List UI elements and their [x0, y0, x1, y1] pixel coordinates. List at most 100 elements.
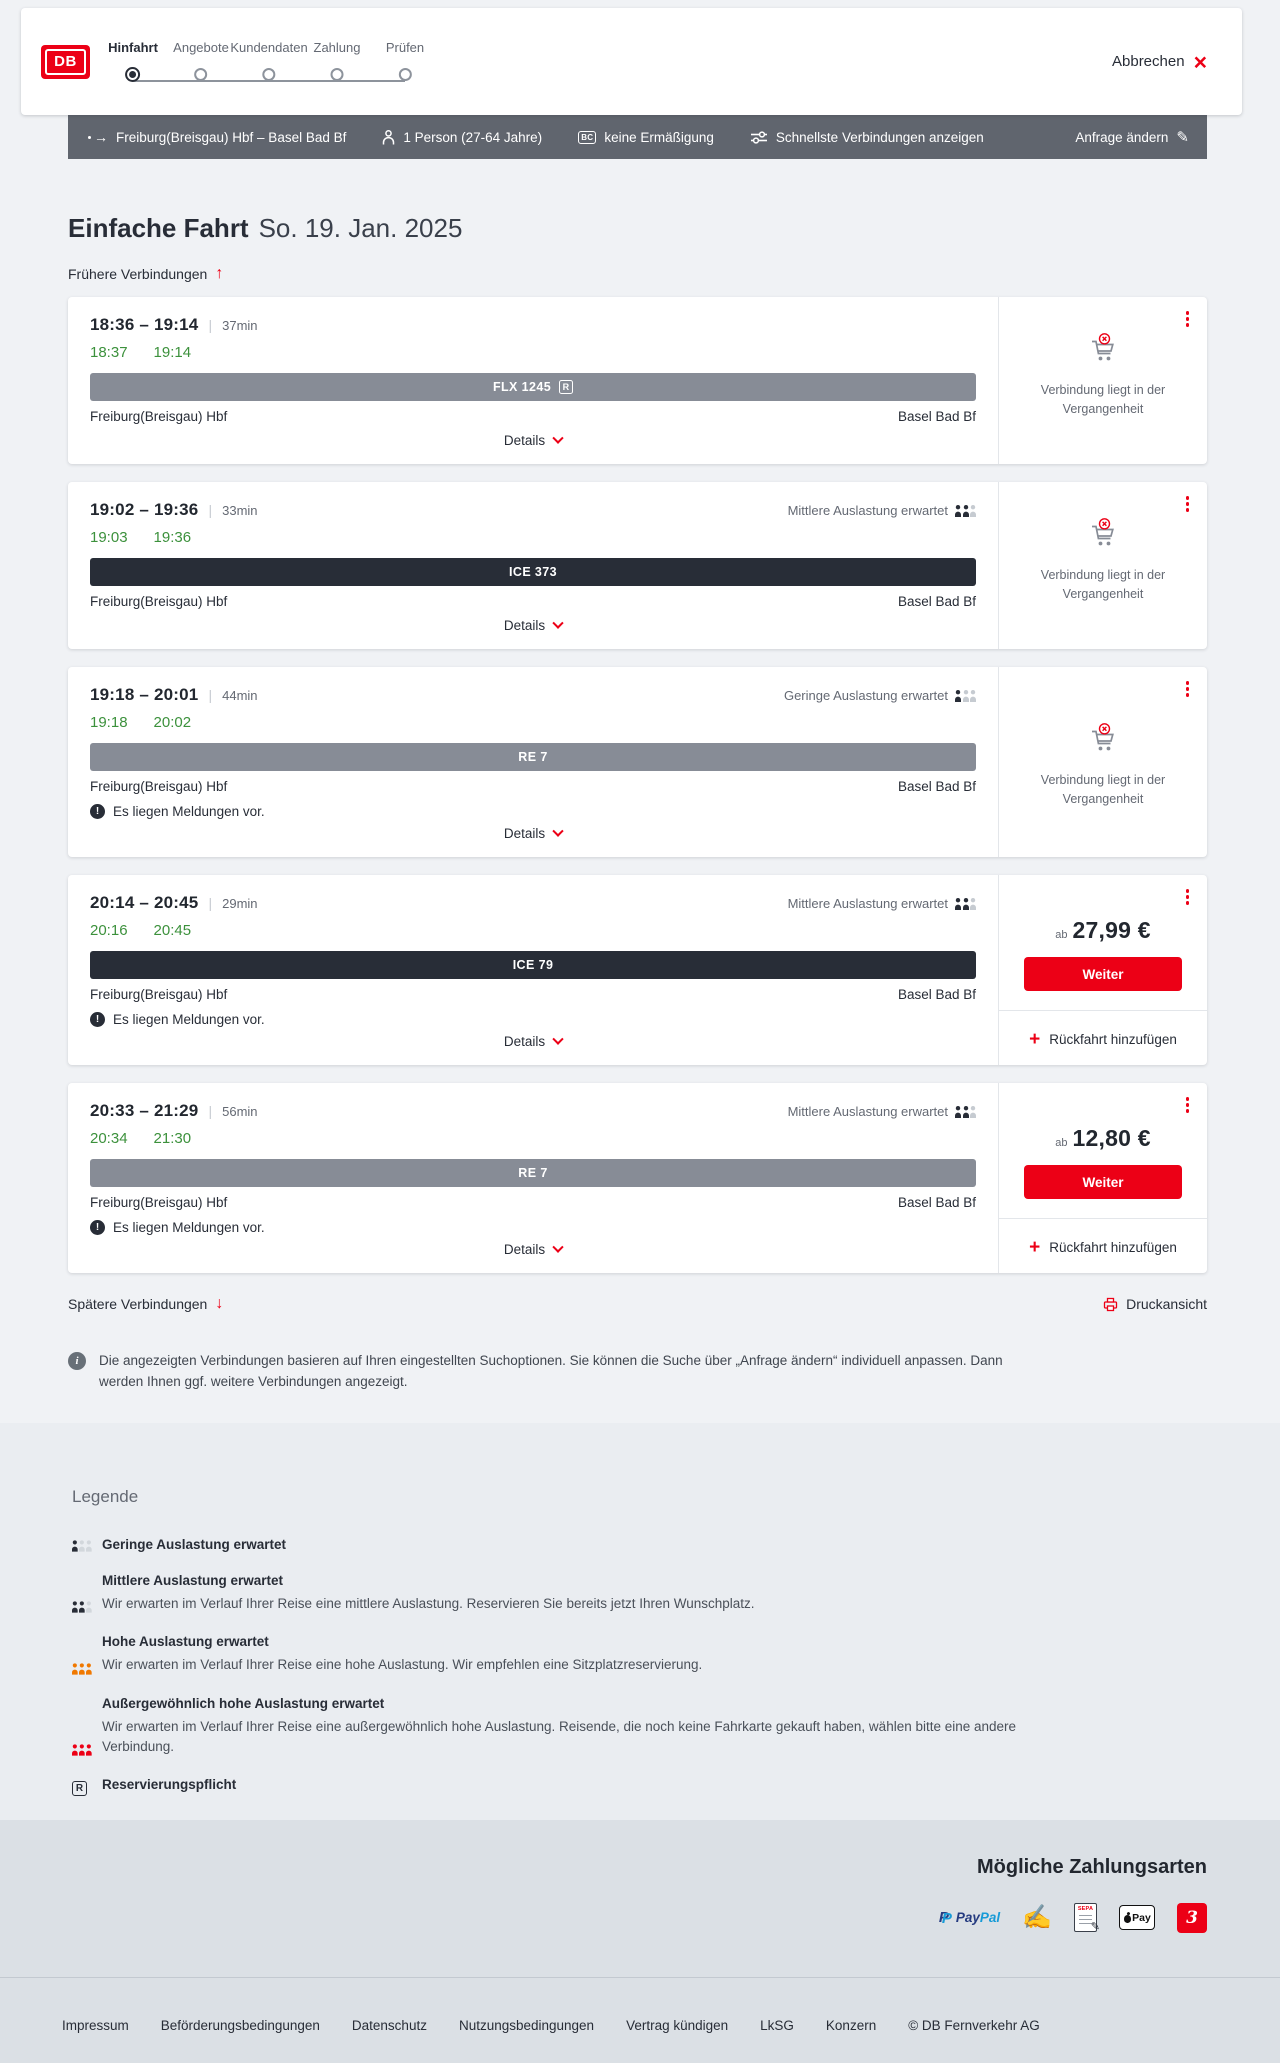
- footer-link-befoerderungsbedingungen[interactable]: Beförderungsbedingungen: [160, 2017, 320, 2033]
- chevron-down-icon: [552, 825, 564, 837]
- footer-link-datenschutz[interactable]: Datenschutz: [351, 2017, 427, 2033]
- duration: 56min: [222, 1104, 258, 1119]
- copyright: © DB Fernverkehr AG: [908, 2017, 1040, 2033]
- past-connection-note: Verbindung liegt in der Vergangenheit: [1040, 568, 1166, 601]
- step-pruefen[interactable]: Prüfen: [386, 40, 424, 81]
- step-dot: [398, 67, 412, 81]
- occupancy-indicator: Geringe Auslastung erwartet: [784, 688, 976, 703]
- arrival-station: Basel Bad Bf: [897, 779, 976, 794]
- search-summary-bar: → Freiburg(Breisgau) Hbf – Basel Bad Bf …: [68, 115, 1207, 159]
- occupancy-medium-icon: [955, 504, 976, 517]
- person-icon: [383, 129, 395, 144]
- train-segment-bar[interactable]: RE 7: [90, 1159, 976, 1187]
- connection-card: 20:14 – 20:45 | 29min Mittlere Auslastun…: [68, 875, 1207, 1065]
- step-angebote[interactable]: Angebote: [173, 40, 229, 81]
- route-summary: → Freiburg(Breisgau) Hbf – Basel Bad Bf: [88, 130, 346, 145]
- departure-station: Freiburg(Breisgau) Hbf: [90, 594, 228, 609]
- add-return-button[interactable]: + Rückfahrt hinzufügen: [1029, 1236, 1177, 1258]
- cart-unavailable-icon: [1092, 333, 1114, 361]
- occupancy-indicator: Mittlere Auslastung erwartet: [788, 896, 976, 911]
- train-segment-bar[interactable]: RE 7: [90, 743, 976, 771]
- divider: [999, 1010, 1207, 1011]
- past-connection-note: Verbindung liegt in der Vergangenheit: [1040, 773, 1166, 806]
- occupancy-indicator: Mittlere Auslastung erwartet: [788, 503, 976, 518]
- duration: 29min: [222, 896, 258, 911]
- duration: 33min: [222, 503, 258, 518]
- plus-icon: +: [1029, 1028, 1041, 1050]
- time-range: 19:02 – 19:36: [90, 500, 199, 519]
- chevron-down-icon: [552, 617, 564, 629]
- details-toggle[interactable]: Details: [90, 1033, 976, 1049]
- realtime-times: 20:34 21:30: [90, 1130, 192, 1147]
- chevron-down-icon: [552, 1033, 564, 1045]
- arrival-station: Basel Bad Bf: [897, 987, 976, 1002]
- occupancy-high-icon: [72, 1634, 93, 1675]
- options-menu-button[interactable]: [1184, 494, 1192, 514]
- price: ab 27,99 €: [1055, 917, 1151, 943]
- alert-icon: !: [90, 1220, 105, 1235]
- footer-link-nutzungsbedingungen[interactable]: Nutzungsbedingungen: [458, 2017, 595, 2033]
- chevron-down-icon: [552, 432, 564, 444]
- footer-link-lksg[interactable]: LkSG: [760, 2017, 794, 2033]
- time-range: 18:36 – 19:14: [90, 315, 199, 334]
- footer-link-konzern[interactable]: Konzern: [825, 2017, 877, 2033]
- time-range: 20:14 – 20:45: [90, 893, 199, 912]
- apple-pay-icon: Pay: [1119, 1905, 1155, 1931]
- continue-button[interactable]: Weiter: [1024, 1165, 1182, 1199]
- step-kundendaten[interactable]: Kundendaten: [230, 40, 308, 81]
- step-dot: [262, 67, 276, 81]
- reservation-required-icon: R: [559, 380, 574, 394]
- earlier-connections-link[interactable]: Frühere Verbindungen ↑: [68, 265, 224, 282]
- past-connection-note: Verbindung liegt in der Vergangenheit: [1040, 383, 1166, 416]
- search-options-note: i Die angezeigten Verbindungen basieren …: [68, 1351, 1207, 1423]
- options-menu-button[interactable]: [1184, 309, 1192, 329]
- service-message: ! Es liegen Meldungen vor.: [90, 1012, 976, 1027]
- occupancy-medium-icon: [955, 1105, 976, 1118]
- realtime-times: 19:03 19:36: [90, 529, 192, 546]
- footer-link-impressum[interactable]: Impressum: [62, 2017, 129, 2033]
- change-request-button[interactable]: Anfrage ändern ✎: [1075, 129, 1189, 146]
- step-dot: [194, 67, 208, 81]
- details-toggle[interactable]: Details: [90, 825, 976, 841]
- step-zahlung[interactable]: Zahlung: [314, 40, 360, 81]
- time-range: 19:18 – 20:01: [90, 685, 199, 704]
- train-segment-bar[interactable]: ICE 373: [90, 558, 976, 586]
- fastest-connections-toggle[interactable]: Schnellste Verbindungen anzeigen: [750, 130, 984, 145]
- footer-divider: [0, 1976, 1280, 1978]
- details-toggle[interactable]: Details: [90, 1241, 976, 1257]
- options-menu-button[interactable]: [1184, 1095, 1192, 1115]
- options-menu-button[interactable]: [1184, 887, 1192, 907]
- train-segment-bar[interactable]: ICE 79: [90, 951, 976, 979]
- connection-card: 19:02 – 19:36 | 33min Mittlere Auslastun…: [68, 482, 1207, 649]
- cancel-button[interactable]: Abbrechen ×: [1112, 48, 1207, 75]
- later-connections-link[interactable]: Spätere Verbindungen ↓: [68, 1295, 224, 1312]
- arrival-station: Basel Bad Bf: [897, 594, 976, 609]
- options-menu-button[interactable]: [1184, 679, 1192, 699]
- checkout-stepper: Hinfahrt Angebote Kundendaten Zahlung Pr…: [108, 26, 446, 98]
- occupancy-medium-icon: [955, 897, 976, 910]
- details-toggle[interactable]: Details: [90, 617, 976, 633]
- arrival-station: Basel Bad Bf: [897, 409, 976, 424]
- occupancy-low-icon: [955, 689, 976, 702]
- add-return-button[interactable]: + Rückfahrt hinzufügen: [1029, 1028, 1177, 1050]
- payment-methods-title: Mögliche Zahlungsarten: [976, 1855, 1207, 1878]
- close-icon: ×: [1193, 48, 1207, 75]
- footer-links: Impressum Beförderungsbedingungen Datens…: [0, 1978, 1280, 2033]
- step-hinfahrt[interactable]: Hinfahrt: [108, 40, 158, 82]
- legend-section: Legende Geringe Auslastung erwartet Mitt…: [0, 1422, 1280, 1820]
- print-view-link[interactable]: Druckansicht: [1103, 1296, 1207, 1312]
- step-dot: [330, 67, 344, 81]
- duration: 44min: [222, 688, 258, 703]
- train-segment-bar[interactable]: FLX 1245 R: [90, 373, 976, 401]
- footer-link-vertrag-kuendigen[interactable]: Vertrag kündigen: [626, 2017, 729, 2033]
- info-icon: i: [68, 1352, 86, 1370]
- bahncard-icon: BC: [578, 130, 597, 144]
- details-toggle[interactable]: Details: [90, 432, 976, 448]
- connection-card: 19:18 – 20:01 | 44min Geringe Auslastung…: [68, 667, 1207, 857]
- step-dot-active: [125, 66, 141, 82]
- arrow-down-icon: ↓: [215, 1295, 224, 1312]
- realtime-times: 20:16 20:45: [90, 922, 192, 939]
- continue-button[interactable]: Weiter: [1024, 957, 1182, 991]
- page-title: Einfache Fahrt So. 19. Jan. 2025: [68, 213, 463, 243]
